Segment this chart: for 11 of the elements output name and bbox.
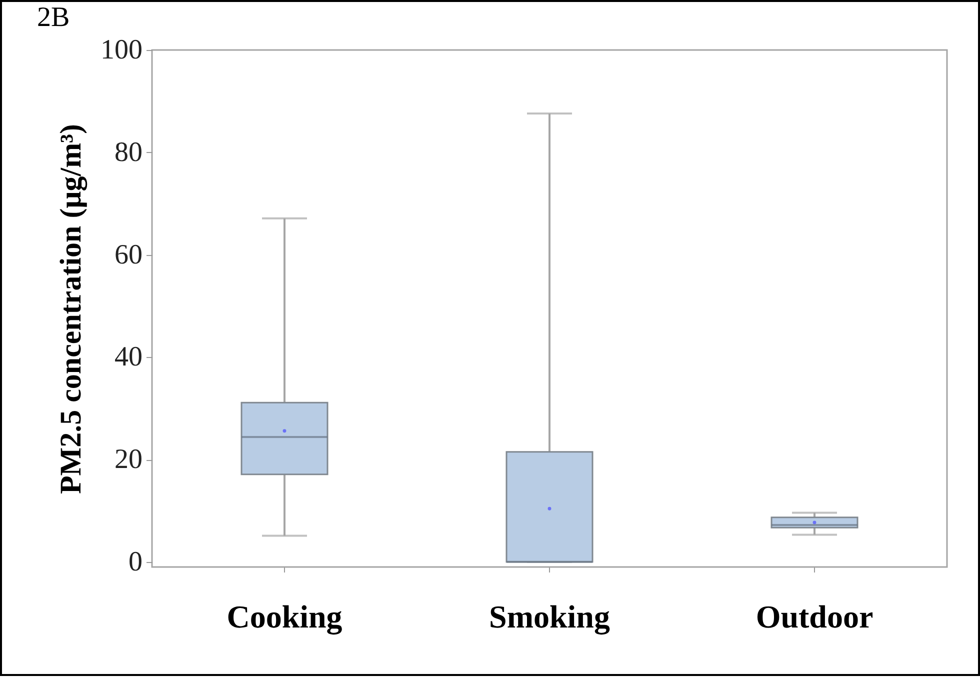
y-axis-title: PM2.5 concentration (μg/m³) [54, 124, 88, 494]
y-tick-label: 100 [100, 34, 142, 66]
x-tick-label: Outdoor [756, 598, 874, 634]
y-tick-label: 80 [114, 136, 142, 168]
text: 2B [37, 2, 70, 33]
y-tick-label: 60 [114, 239, 142, 270]
y-tick-label: 40 [114, 342, 142, 373]
x-tick-label: Smoking [489, 598, 610, 636]
x-tick-label: Cooking [226, 598, 342, 636]
y-tick-label: 20 [114, 444, 142, 476]
y-tick-label: 0 [128, 546, 142, 578]
